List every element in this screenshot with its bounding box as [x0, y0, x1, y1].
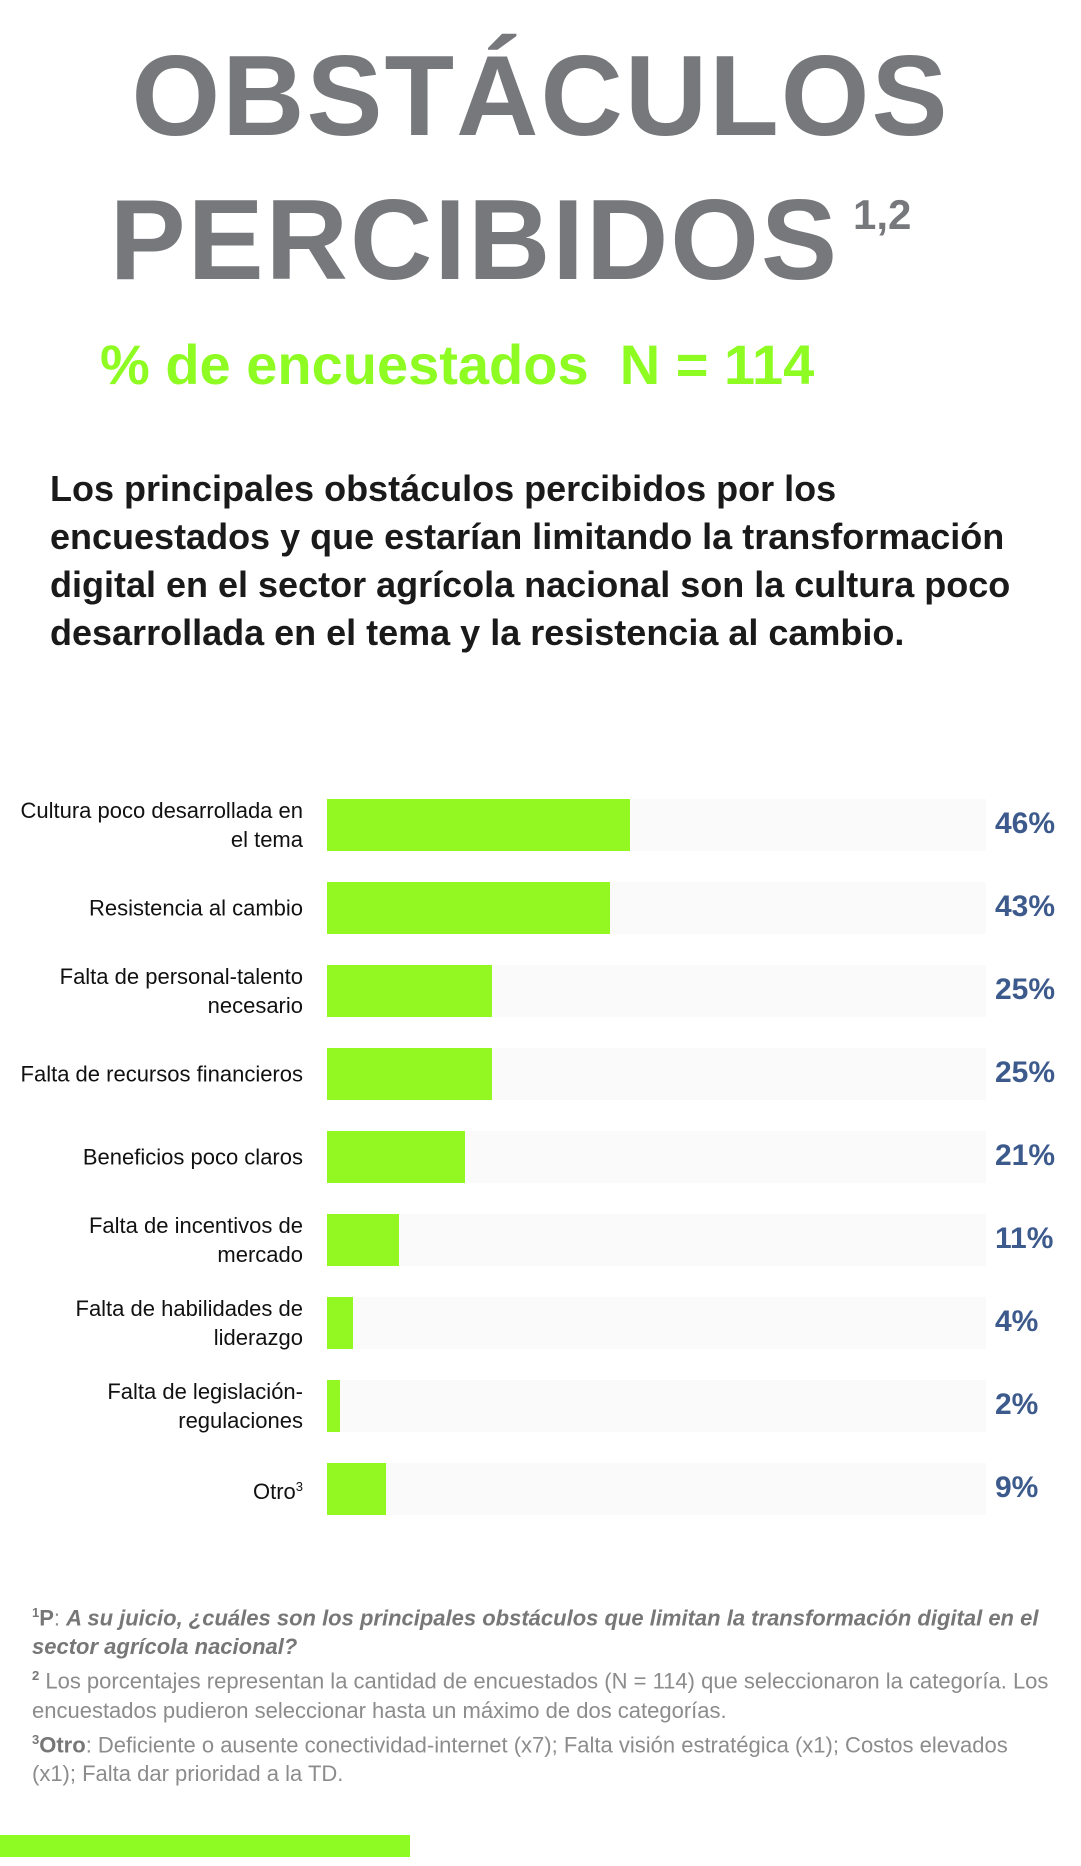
- chart-row: Otro3 9%: [0, 1463, 1081, 1515]
- footnote-question: A su juicio, ¿cuáles son los principales…: [32, 1605, 1039, 1660]
- bar-track: [327, 965, 986, 1017]
- footnote-key: Otro: [39, 1731, 86, 1757]
- bar-track: [327, 1380, 986, 1432]
- title-line-2: PERCIBIDOS 1,2: [0, 184, 1051, 298]
- chart-row: Falta de habilidades de liderazgo 4%: [0, 1294, 1081, 1352]
- chart-row: Falta de legislación-regulaciones 2%: [0, 1377, 1081, 1435]
- chart-row: Falta de incentivos de mercado 11%: [0, 1211, 1081, 1269]
- category-label: Falta de habilidades de liderazgo: [3, 1294, 304, 1352]
- chart-row: Beneficios poco claros 21%: [0, 1131, 1081, 1183]
- bar-track: [327, 1297, 986, 1349]
- category-label-text: Resistencia al cambio: [89, 895, 303, 921]
- category-label: Falta de incentivos de mercado: [3, 1211, 303, 1269]
- footnote-key: P: [39, 1605, 54, 1631]
- bar-track: [327, 1048, 986, 1100]
- title-superscript: 1,2: [853, 191, 912, 238]
- chart-row: Falta de personal-talento necesario 25%: [0, 962, 1081, 1020]
- bar: [327, 799, 631, 851]
- footnote-mark: 3: [32, 1731, 40, 1747]
- footnote-sep: :: [53, 1605, 67, 1631]
- bar: [327, 965, 492, 1017]
- category-label: Falta de recursos financieros: [3, 1060, 303, 1089]
- category-label-text: Falta de personal-talento necesario: [59, 964, 303, 1018]
- value-label: 4%: [995, 1305, 1039, 1338]
- value-label: 25%: [995, 1056, 1056, 1089]
- category-label-text: Falta de habilidades de liderazgo: [75, 1296, 304, 1350]
- value-label: 21%: [995, 1139, 1056, 1172]
- category-superscript: 3: [295, 1478, 303, 1494]
- title-line-1: OBSTÁCULOS: [131, 33, 950, 160]
- bar: [327, 1297, 354, 1349]
- value-label: 2%: [995, 1388, 1039, 1421]
- bar: [327, 1380, 341, 1432]
- category-label-text: Falta de incentivos de mercado: [88, 1213, 303, 1267]
- category-label: Falta de legislación-regulaciones: [3, 1377, 303, 1435]
- category-label-text: Otro: [252, 1479, 296, 1505]
- footnote-mark: 2: [32, 1668, 40, 1684]
- value-label: 9%: [995, 1471, 1039, 1504]
- footnote-3: 3Otro: Deficiente o ausente conectividad…: [32, 1725, 1052, 1788]
- category-label-text: Falta de recursos financieros: [20, 1061, 303, 1087]
- bar-track: [327, 882, 986, 934]
- value-label: 43%: [995, 890, 1056, 923]
- chart-row: Cultura poco desarrollada en el tema 46%: [0, 796, 1081, 854]
- value-label: 46%: [995, 807, 1056, 840]
- bar: [327, 1048, 492, 1100]
- bar: [327, 1463, 387, 1515]
- bar: [327, 882, 611, 934]
- decorative-green-bar: [0, 1835, 410, 1857]
- footnote-1: 1P: A su juicio, ¿cuáles son los princip…: [32, 1598, 1052, 1661]
- bar: [327, 1131, 466, 1183]
- value-label: 11%: [995, 1222, 1054, 1255]
- footnote-mark: 1: [32, 1605, 40, 1620]
- chart-row: Falta de recursos financieros 25%: [0, 1048, 1081, 1100]
- footnote-text: : Deficiente o ausente conectividad-inte…: [32, 1731, 1008, 1786]
- bar-track: [327, 1131, 986, 1183]
- bar-track: [327, 799, 986, 851]
- category-label: Beneficios poco claros: [3, 1143, 303, 1172]
- intro-paragraph: Los principales obstáculos percibidos po…: [50, 468, 1011, 653]
- footnote-text: Los porcentajes representan la cantidad …: [32, 1668, 1049, 1723]
- title-line-2-text: PERCIBIDOS: [109, 177, 840, 304]
- footnote-2: 2 Los porcentajes representan la cantida…: [32, 1661, 1052, 1724]
- chart-row: Resistencia al cambio 43%: [0, 882, 1081, 934]
- category-label-text: Beneficios poco claros: [82, 1144, 303, 1170]
- bar-track: [327, 1214, 986, 1266]
- subtitle: % de encuestados N = 114: [100, 333, 815, 396]
- category-label: Falta de personal-talento necesario: [3, 962, 303, 1020]
- category-label-text: Cultura poco desarrollada en el tema: [20, 798, 303, 852]
- category-label: Resistencia al cambio: [3, 894, 303, 923]
- category-label: Cultura poco desarrollada en el tema: [3, 796, 303, 854]
- bar: [327, 1214, 400, 1266]
- bar-track: [327, 1463, 986, 1515]
- category-label: Otro3: [3, 1472, 303, 1506]
- category-label-text: Falta de legislación-regulaciones: [107, 1379, 303, 1433]
- footnotes: 1P: A su juicio, ¿cuáles son los princip…: [32, 1598, 1052, 1788]
- value-label: 25%: [995, 973, 1056, 1006]
